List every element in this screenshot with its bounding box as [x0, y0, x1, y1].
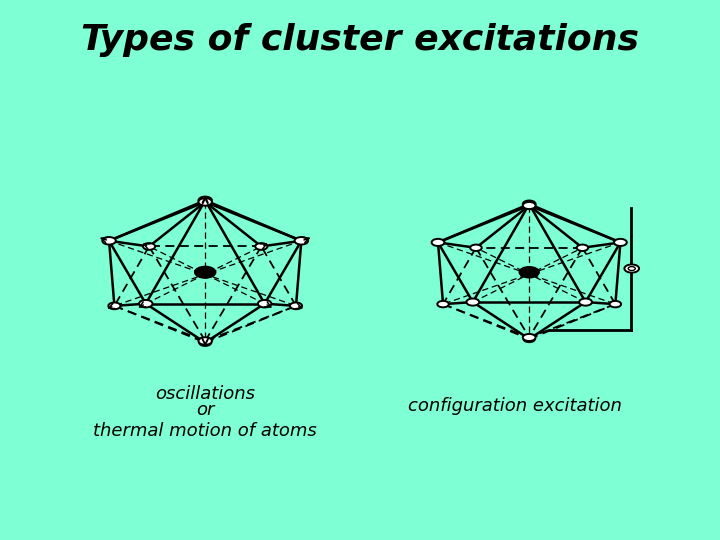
Circle shape	[431, 239, 444, 246]
Circle shape	[256, 243, 267, 250]
Text: configuration excitation: configuration excitation	[408, 397, 622, 415]
Circle shape	[470, 245, 482, 251]
Circle shape	[523, 334, 536, 341]
Circle shape	[102, 237, 116, 245]
Circle shape	[629, 267, 635, 271]
Circle shape	[523, 202, 536, 209]
Circle shape	[523, 200, 536, 207]
Text: Types of cluster excitations: Types of cluster excitations	[81, 23, 639, 57]
Circle shape	[290, 302, 302, 309]
Circle shape	[258, 300, 271, 307]
Circle shape	[143, 243, 155, 250]
Text: thermal motion of atoms: thermal motion of atoms	[94, 422, 317, 440]
Circle shape	[139, 300, 153, 307]
Circle shape	[294, 237, 308, 245]
Circle shape	[199, 338, 212, 345]
Circle shape	[614, 239, 627, 246]
Circle shape	[467, 299, 480, 306]
Circle shape	[624, 265, 639, 273]
Text: or: or	[196, 401, 215, 420]
Circle shape	[437, 301, 449, 307]
Circle shape	[199, 197, 212, 204]
Circle shape	[523, 336, 535, 342]
Circle shape	[577, 245, 588, 251]
Text: oscillations: oscillations	[156, 386, 255, 403]
Circle shape	[194, 266, 216, 278]
Circle shape	[199, 339, 211, 346]
Circle shape	[610, 301, 621, 307]
Circle shape	[108, 302, 120, 309]
Circle shape	[519, 267, 539, 278]
Circle shape	[579, 299, 592, 306]
Circle shape	[199, 198, 212, 206]
